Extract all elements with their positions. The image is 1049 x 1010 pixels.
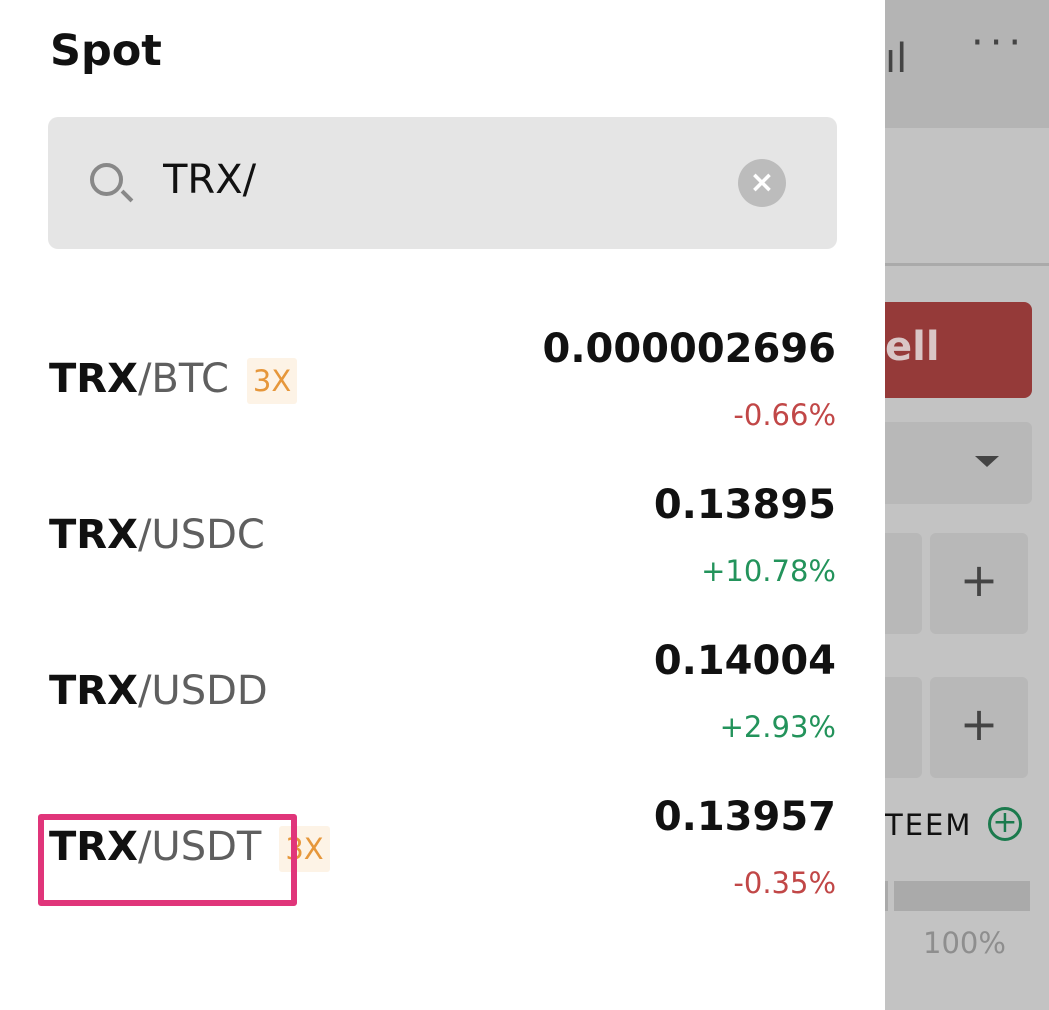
pair-quote: /USDC xyxy=(137,512,265,558)
search-bar[interactable]: × xyxy=(48,117,837,249)
pair-quote: /USDT xyxy=(137,824,262,870)
add-circle-icon[interactable]: + xyxy=(988,807,1022,841)
pair-quote: /USDD xyxy=(137,668,268,714)
pair-change: -0.35% xyxy=(733,866,836,900)
pair-base: TRX xyxy=(49,668,138,714)
pair-row[interactable]: TRX/USDC 0.13895 +10.78% xyxy=(0,476,885,616)
asset-label: TEEM xyxy=(885,808,973,842)
background-header: ıl ··· xyxy=(885,0,1049,128)
pair-row[interactable]: TRX/USDD 0.14004 +2.93% xyxy=(0,632,885,772)
plus-icon: + xyxy=(959,553,999,607)
price-plus-button[interactable]: + xyxy=(930,533,1028,634)
caret-down-icon xyxy=(975,456,999,467)
highlight-box xyxy=(38,814,297,906)
price-input[interactable] xyxy=(885,533,922,634)
pair-price: 0.13895 xyxy=(653,482,836,528)
chart-icon[interactable]: ıl xyxy=(885,36,908,82)
pair-price: 0.000002696 xyxy=(542,326,836,372)
sell-button[interactable]: ell xyxy=(885,302,1032,398)
search-icon xyxy=(90,163,123,196)
pair-row[interactable]: TRX/USDT 3X 0.13957 -0.35% xyxy=(0,788,885,928)
pair-row[interactable]: TRX/BTC 3X 0.000002696 -0.66% xyxy=(0,320,885,460)
leverage-badge: 3X xyxy=(246,358,298,404)
order-type-select[interactable] xyxy=(885,422,1032,504)
pair-price: 0.14004 xyxy=(653,638,836,684)
amount-input[interactable] xyxy=(885,677,922,778)
pair-price: 0.13957 xyxy=(653,794,836,840)
slider-segment[interactable] xyxy=(894,881,1030,911)
page-title: Spot xyxy=(50,26,162,76)
pair-quote: /BTC xyxy=(137,356,229,402)
more-icon[interactable]: ··· xyxy=(971,20,1028,66)
plus-icon: + xyxy=(959,697,999,751)
pair-change: +2.93% xyxy=(719,710,836,744)
pair-base: TRX xyxy=(49,356,138,402)
clear-icon[interactable]: × xyxy=(738,159,786,207)
search-input[interactable] xyxy=(163,157,663,203)
pair-base: TRX xyxy=(49,824,138,870)
slider-segment[interactable] xyxy=(885,881,888,911)
divider xyxy=(885,263,1049,266)
amount-plus-button[interactable]: + xyxy=(930,677,1028,778)
percent-label: 100% xyxy=(923,926,1006,960)
pair-change: +10.78% xyxy=(701,554,836,588)
pair-change: -0.66% xyxy=(733,398,836,432)
pair-base: TRX xyxy=(49,512,138,558)
background-trade-screen: ıl ··· ell + + TEEM + 100% xyxy=(885,0,1049,1010)
